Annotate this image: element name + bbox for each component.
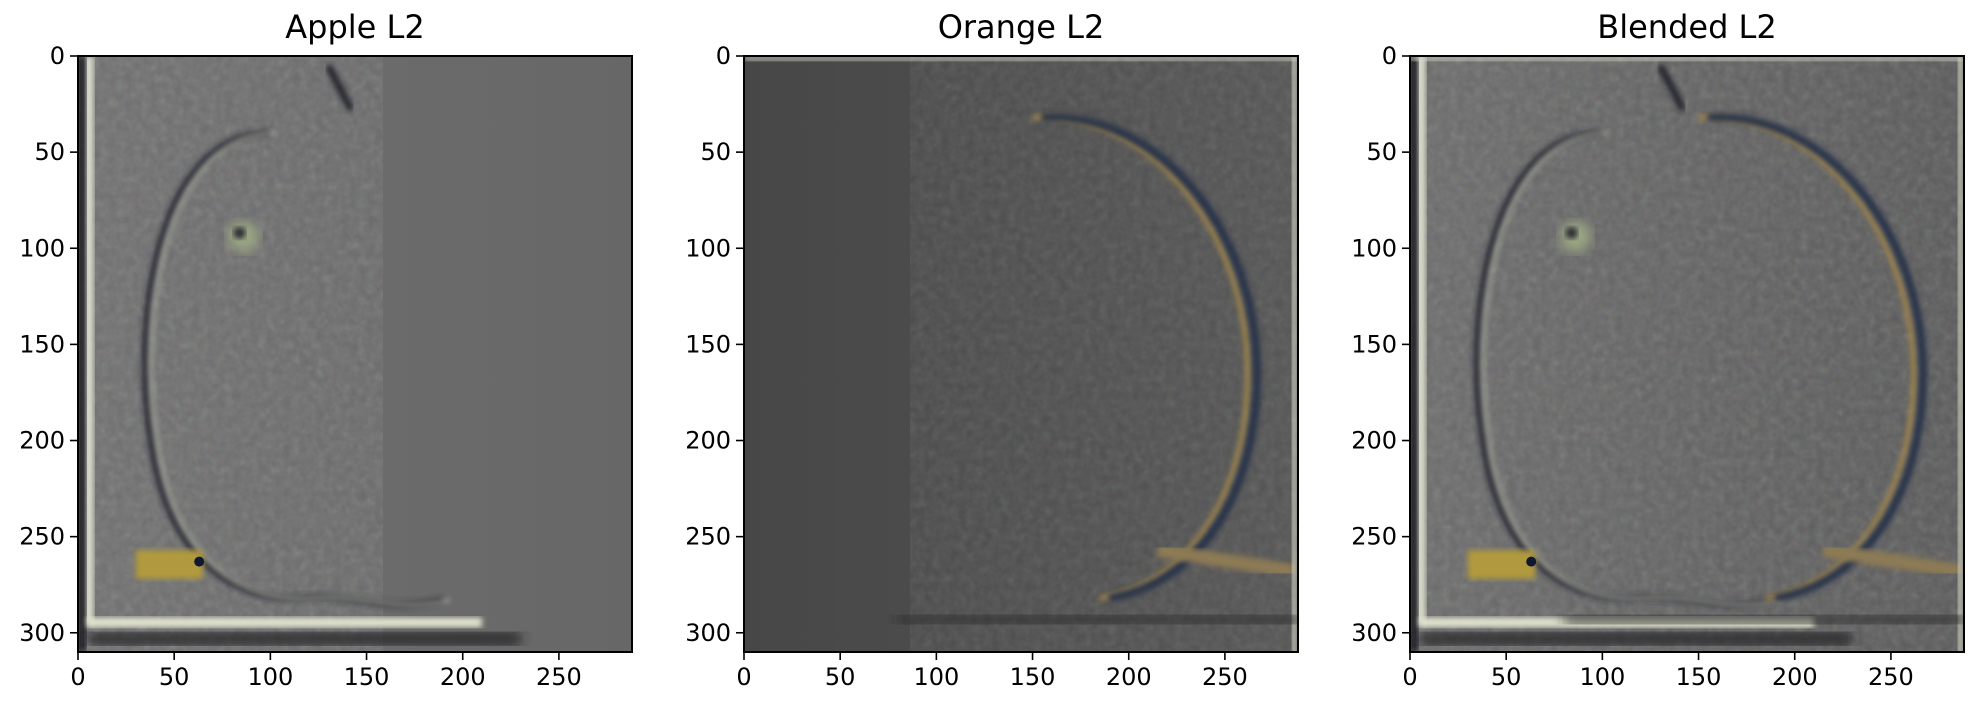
x-tick-label: 150 — [1010, 663, 1056, 691]
x-tick-label: 100 — [247, 663, 293, 691]
x-tick-label: 200 — [1106, 663, 1152, 691]
y-tick-label: 150 — [685, 330, 731, 358]
y-tick-label: 50 — [700, 138, 731, 166]
x-tick-label: 250 — [1202, 663, 1248, 691]
label-dot — [194, 556, 205, 567]
image-content — [78, 56, 632, 652]
frame-edge-right — [1292, 56, 1297, 652]
axes-frame — [77, 55, 633, 653]
x-tick-label: 0 — [70, 663, 85, 691]
frame-shadow-left — [78, 56, 86, 652]
apple-outline-light — [1481, 130, 1782, 607]
frame-edge-left — [83, 56, 94, 626]
x-tick-label: 100 — [913, 663, 959, 691]
frame-edge-bottom — [87, 617, 482, 628]
texture-noise — [910, 56, 1298, 652]
x-tick-label: 50 — [1491, 663, 1522, 691]
x-tick-label: 150 — [1676, 663, 1722, 691]
orange-shadow-bottom — [1563, 615, 1964, 624]
y-tick-label: 0 — [50, 42, 65, 70]
y-tick-label: 100 — [685, 234, 731, 262]
x-tick-label: 250 — [1868, 663, 1914, 691]
x-tick-label: 50 — [825, 663, 856, 691]
y-tick-label: 200 — [1351, 427, 1397, 455]
y-tick-label: 250 — [1351, 523, 1397, 551]
texture-noise — [78, 56, 383, 652]
frame-shadow-left — [1410, 56, 1418, 652]
label-sticker — [135, 550, 204, 579]
apple-stem — [324, 63, 355, 112]
apple-stem — [1656, 63, 1687, 112]
panel-title: Apple L2 — [285, 8, 424, 46]
y-tick-label: 150 — [19, 330, 65, 358]
label-sticker — [1467, 550, 1536, 579]
axes-frame — [1409, 55, 1965, 653]
frame-shadow-bottom — [87, 632, 521, 645]
orange-shadow-bottom — [897, 615, 1298, 624]
apple-spot — [1565, 226, 1578, 239]
x-tick-label: 200 — [1772, 663, 1818, 691]
frame-edge-left — [1415, 56, 1426, 626]
x-tick-label: 50 — [159, 663, 190, 691]
frame-edge-top — [744, 56, 1298, 61]
panel-title: Orange L2 — [938, 8, 1105, 46]
y-tick-label: 50 — [34, 138, 65, 166]
x-tick-label: 250 — [536, 663, 582, 691]
apple-outline-light — [149, 130, 450, 607]
y-tick-label: 100 — [1351, 234, 1397, 262]
y-tick-label: 0 — [1382, 42, 1397, 70]
image-content — [744, 56, 1298, 652]
label-dot — [1526, 556, 1537, 567]
x-tick-label: 100 — [1579, 663, 1625, 691]
frame-edge-top — [1410, 56, 1964, 61]
frame-shadow-bottom — [1419, 632, 1853, 645]
y-tick-label: 300 — [685, 619, 731, 647]
y-tick-label: 250 — [19, 523, 65, 551]
image-content — [1410, 56, 1964, 652]
orange-stick — [1822, 543, 1962, 579]
panel-2: Orange L2 0 50 100 150 200 250 0 50 100 150 200 250 3… — [685, 8, 1299, 691]
y-tick-label: 0 — [716, 42, 731, 70]
orange-stick — [1156, 543, 1296, 579]
y-tick-label: 150 — [1351, 330, 1397, 358]
x-tick-label: 150 — [344, 663, 390, 691]
apple-spot — [233, 226, 246, 239]
y-tick-label: 100 — [19, 234, 65, 262]
y-tick-label: 50 — [1366, 138, 1397, 166]
x-tick-label: 0 — [736, 663, 751, 691]
x-tick-label: 0 — [1402, 663, 1417, 691]
y-tick-label: 300 — [1351, 619, 1397, 647]
panel-1: Apple L2 0 50 100 150 200 250 0 50 100 150 200 250 30… — [19, 8, 633, 691]
axes-frame — [743, 55, 1299, 653]
y-tick-label: 200 — [19, 427, 65, 455]
y-tick-label: 250 — [685, 523, 731, 551]
y-tick-label: 200 — [685, 427, 731, 455]
x-tick-label: 200 — [440, 663, 486, 691]
panel-title: Blended L2 — [1597, 8, 1776, 46]
y-tick-label: 300 — [19, 619, 65, 647]
panel-3: Blended L2 0 50 100 150 200 250 0 50 100 150 200 250… — [1351, 8, 1965, 691]
frame-edge-right — [1958, 56, 1963, 652]
